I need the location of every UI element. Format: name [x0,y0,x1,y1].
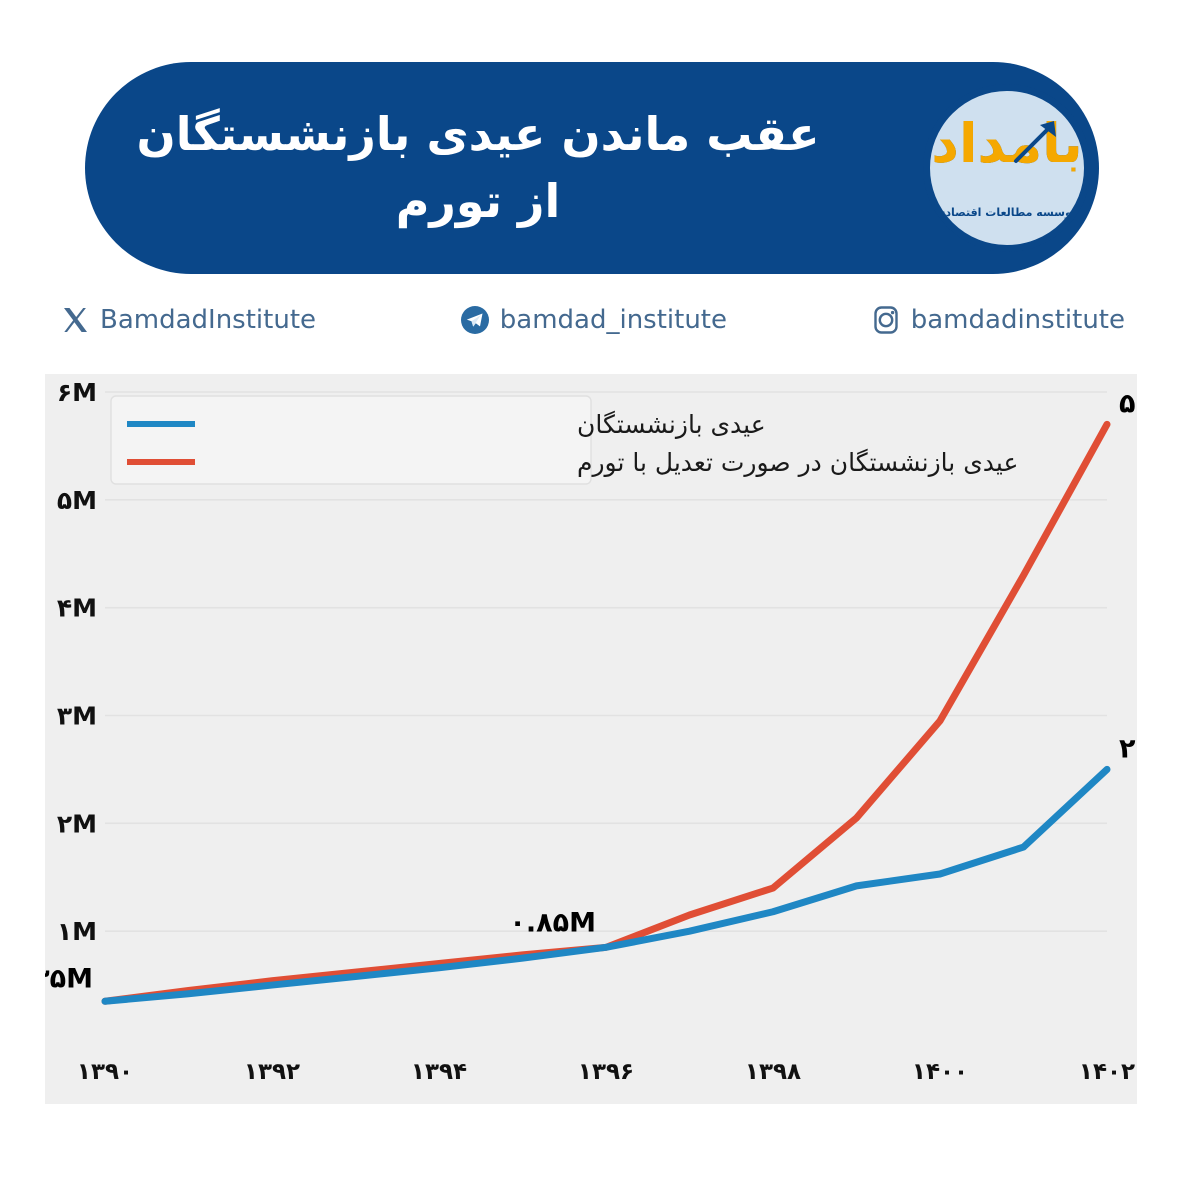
y-tick-label: ۵M [57,486,97,515]
growth-arrow-icon [1014,121,1056,163]
page-title-line-2: از تورم [395,174,561,228]
annotation-end-blue-value: ۲.۵M [1119,733,1137,764]
x-tick-label: ۱۳۹۴ [411,1059,467,1085]
legend-label-inflation-adjusted: عیدی بازنشستگان در صورت تعدیل با تورم [577,448,1018,477]
page-title-line-1: عقب ماندن عیدی بازنشستگان [136,107,820,162]
series-line-pension-bonus [101,765,1111,1005]
instagram-icon [874,306,898,334]
y-tick-label: ۴M [57,594,97,623]
y-tick-label: ۶M [57,378,97,407]
x-tick-label: ۱۳۹۸ [745,1059,801,1085]
logo-circle: بامداد موسسه مطالعات اقتصادی [923,84,1091,252]
annotation-mid-value: ۰.۸۵M [509,907,596,938]
logo-wordmark: بامداد [931,112,1083,175]
chart-annotations: ۰.۳۵M ۰.۸۵M ۲.۵M ۵.۷M [45,388,1137,994]
x-handle: BamdadInstitute [100,305,317,335]
bamdad-logo: بامداد موسسه مطالعات اقتصادی [923,84,1091,252]
chart-panel: ۱M ۲M ۳M ۴M ۵M ۶M ۱۳۹۰ ۱۳۹۲ ۱۳۹۴ ۱۳۹۶ ۱۳… [45,374,1137,1104]
page-title: عقب ماندن عیدی بازنشستگان از تورم [85,101,901,234]
x-tick-label: ۱۳۹۰ [77,1059,133,1085]
y-tick-label: ۳M [57,702,97,731]
y-tick-label: ۱M [57,917,97,946]
social-links-row: bamdadinstitute bamdad_institute BamdadI… [60,296,1125,344]
legend-box [110,395,592,485]
x-tick-label: ۱۴۰۲ [1079,1059,1135,1085]
social-link-x[interactable]: BamdadInstitute [60,305,316,335]
annotation-start-value: ۰.۳۵M [45,963,93,994]
telegram-handle: bamdad_institute [499,305,727,335]
legend-label-pension-bonus: عیدی بازنشستگان [577,410,766,439]
y-tick-label: ۲M [57,809,97,838]
x-tick-label: ۱۴۰۰ [912,1059,968,1085]
chart-legend: عیدی بازنشستگان عیدی بازنشستگان در صورت … [110,395,1018,485]
x-axis-ticks: ۱۳۹۰ ۱۳۹۲ ۱۳۹۴ ۱۳۹۶ ۱۳۹۸ ۱۴۰۰ ۱۴۰۲ [77,1059,1135,1085]
series-line-inflation-adjusted [101,420,1111,1005]
social-link-instagram[interactable]: bamdadinstitute [871,305,1125,335]
telegram-icon [460,306,489,334]
instagram-handle: bamdadinstitute [910,305,1125,335]
logo-subtitle: موسسه مطالعات اقتصادی [935,206,1079,219]
social-link-telegram[interactable]: bamdad_institute [460,305,727,335]
line-chart: ۱M ۲M ۳M ۴M ۵M ۶M ۱۳۹۰ ۱۳۹۲ ۱۳۹۴ ۱۳۹۶ ۱۳… [45,378,1137,1085]
x-tick-label: ۱۳۹۶ [578,1059,634,1085]
x-tick-label: ۱۳۹۲ [244,1059,300,1085]
x-twitter-icon [64,308,87,332]
annotation-end-red-value: ۵.۷M [1119,388,1137,419]
y-axis-ticks: ۱M ۲M ۳M ۴M ۵M ۶M [57,378,97,946]
header-banner: بامداد موسسه مطالعات اقتصادی عقب ماندن ع… [85,62,1099,274]
